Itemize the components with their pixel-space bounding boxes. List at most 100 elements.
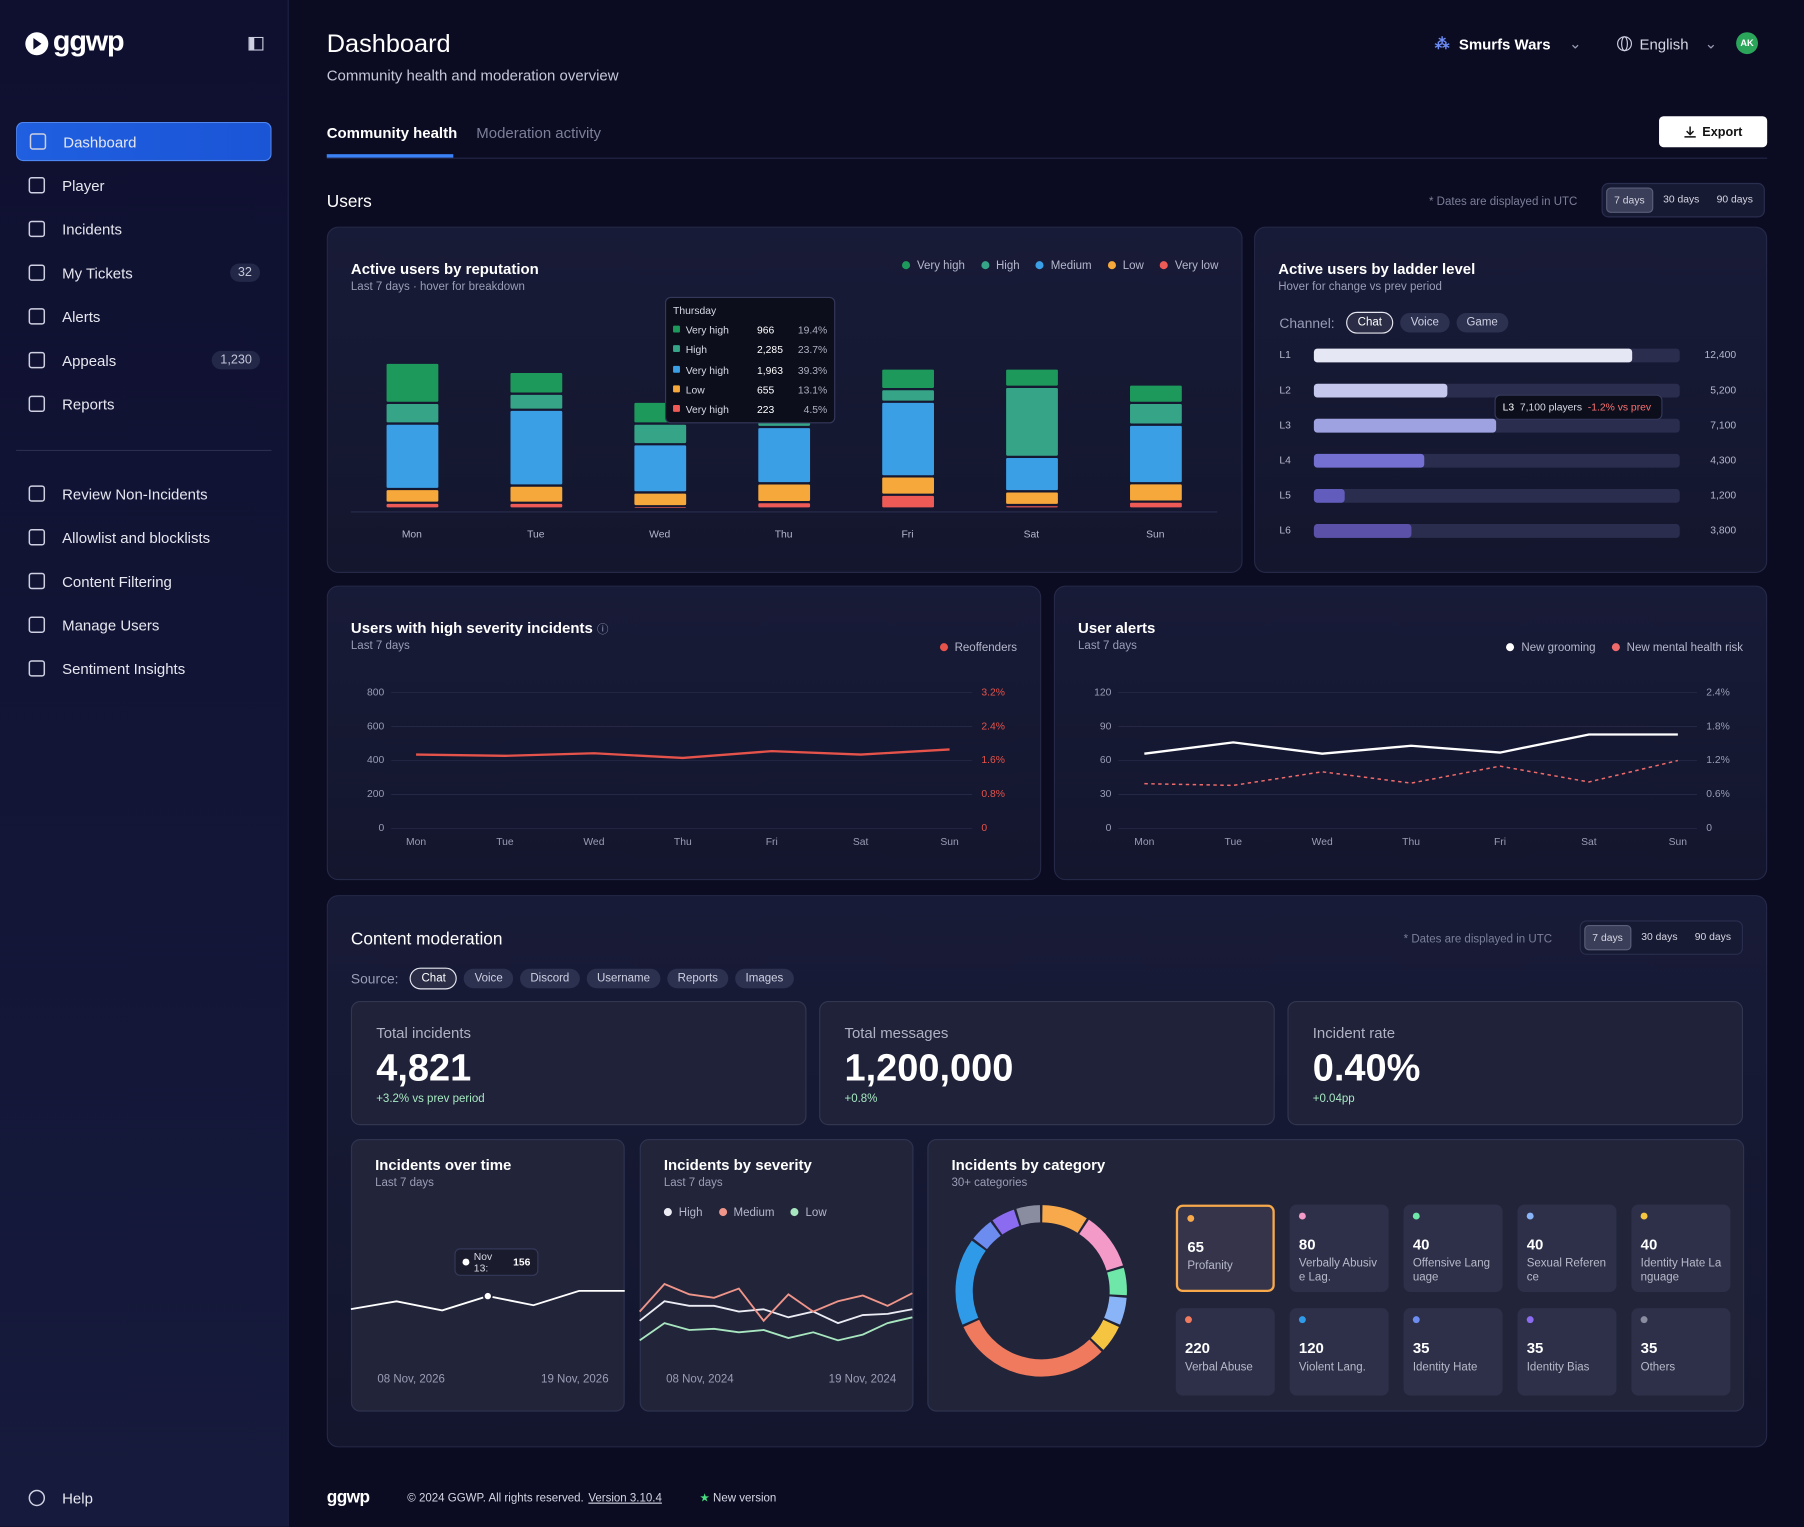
- icon-shape: [28, 616, 46, 633]
- category-tile[interactable]: 35 Identity Hate: [1403, 1308, 1503, 1396]
- by-severity-card: Incidents by severity Last 7 days High Me…: [639, 1139, 914, 1412]
- category-tile[interactable]: 65 Profanity: [1175, 1204, 1275, 1293]
- tile-name: Verbal Abuse: [1185, 1361, 1253, 1374]
- range-option[interactable]: 90 days: [1694, 930, 1732, 943]
- nav-label: Review Non-Incidents: [62, 484, 208, 503]
- nav-item[interactable]: Appeals 1,230: [16, 341, 271, 380]
- nav-item[interactable]: Content Filtering: [16, 561, 271, 600]
- tile-dot: [1185, 1316, 1192, 1324]
- chip[interactable]: Voice: [1400, 312, 1450, 333]
- icon-shape: [28, 308, 46, 325]
- legend-label: Medium: [1050, 260, 1092, 273]
- tab-divider: [326, 157, 1768, 159]
- card-title: Active users by ladder level: [1278, 260, 1476, 278]
- globe-icon: [1617, 36, 1632, 52]
- chip[interactable]: Game: [1456, 312, 1509, 333]
- category-tile[interactable]: 40 Offensive Language: [1403, 1204, 1503, 1293]
- tab[interactable]: Moderation activity: [476, 124, 602, 142]
- language-select[interactable]: English ⌄: [1616, 35, 1717, 53]
- chip[interactable]: Voice: [464, 968, 514, 989]
- nav-item[interactable]: Alerts: [16, 297, 271, 336]
- range-option[interactable]: 30 days: [1641, 930, 1678, 943]
- card-subtitle: 30+ categories: [951, 1176, 1028, 1190]
- chip[interactable]: Chat: [1346, 311, 1394, 334]
- tooltip-dot: [673, 385, 680, 393]
- card-subtitle: Last 7 days: [663, 1176, 723, 1190]
- new-version-label: New version: [713, 1492, 777, 1505]
- tile-name: Offensive Language: [1412, 1257, 1491, 1284]
- icon-shape: [28, 351, 46, 369]
- range-option[interactable]: 7 days: [1606, 187, 1653, 213]
- range-option[interactable]: 30 days: [1663, 193, 1700, 205]
- copyright: © 2024 GGWP. All rights reserved.: [407, 1492, 584, 1505]
- tooltip-share: 4.5%: [803, 404, 828, 416]
- tab-active[interactable]: Community health: [326, 124, 458, 142]
- kpi-change: +0.04pp: [1312, 1092, 1355, 1106]
- range-option[interactable]: 7 days: [1584, 925, 1631, 951]
- category-tile[interactable]: 220 Verbal Abuse: [1175, 1308, 1275, 1396]
- nav-item[interactable]: Incidents: [16, 209, 271, 248]
- workspace-select[interactable]: ⁂ Smurfs Wars ⌄: [1434, 34, 1582, 53]
- nav-item[interactable]: Reports: [16, 384, 271, 423]
- language: English: [1639, 35, 1689, 53]
- category-tile[interactable]: 120 Violent Lang.: [1289, 1308, 1389, 1396]
- card-title: User alerts: [1078, 618, 1156, 637]
- chip[interactable]: Images: [735, 968, 794, 989]
- legend-dot: [1506, 643, 1515, 652]
- ladder-card: Active users by ladder level Hover for c…: [1254, 226, 1768, 573]
- nav-item[interactable]: Review Non-Incidents: [16, 474, 271, 513]
- tooltip-share: 13.1%: [797, 384, 828, 396]
- card-subtitle: Last 7 days · hover for breakdown: [350, 280, 525, 294]
- legend-dot: [1107, 261, 1116, 270]
- icon-shape: [28, 177, 46, 194]
- nav-item[interactable]: My Tickets 32: [16, 253, 271, 292]
- collapse-button[interactable]: [248, 36, 264, 51]
- nav-label: Allowlist and blocklists: [62, 528, 211, 546]
- chip[interactable]: Discord: [519, 968, 580, 989]
- chip[interactable]: Chat: [409, 967, 458, 990]
- title-text: Users with high severity incidents: [350, 618, 593, 637]
- category-tile[interactable]: 80 Verbally Abusive Lag.: [1289, 1204, 1389, 1293]
- category-tile[interactable]: 40 Identity Hate Language: [1631, 1204, 1731, 1293]
- legend-label: Very low: [1174, 260, 1219, 273]
- category-tile[interactable]: 35 Identity Bias: [1517, 1308, 1617, 1396]
- tile-value: 80: [1298, 1235, 1316, 1253]
- nav-icon: [28, 351, 46, 369]
- category-tile[interactable]: 35 Others: [1631, 1308, 1731, 1396]
- new-version[interactable]: ★ New version: [699, 1492, 777, 1505]
- nav-item[interactable]: Sentiment Insights: [16, 649, 271, 688]
- tooltip-value: 223: [757, 404, 775, 416]
- tooltip-label: High: [685, 344, 708, 356]
- kpi-label: Total incidents: [376, 1023, 472, 1042]
- tooltip: Thursday Very high 966 19.4% High 2,285 23.7% V…: [664, 296, 836, 424]
- tooltip-value: 156: [513, 1256, 531, 1268]
- nav-icon: [28, 485, 46, 502]
- category-tile[interactable]: 40 Sexual Reference: [1517, 1204, 1617, 1293]
- avatar[interactable]: AK: [1736, 32, 1758, 55]
- nav-label: Player: [62, 176, 105, 194]
- kpi-change: +3.2% vs prev period: [376, 1092, 485, 1106]
- tile-name: Sexual Reference: [1526, 1257, 1607, 1284]
- nav-icon: [28, 616, 46, 633]
- nav-label: Alerts: [62, 307, 101, 326]
- legend: New grooming New mental health risk: [1506, 642, 1743, 655]
- legend-dot: [1035, 261, 1044, 270]
- nav-icon: [28, 308, 46, 325]
- tile-value: 40: [1526, 1235, 1544, 1253]
- legend-dot: [901, 261, 911, 270]
- tile-dot: [1412, 1212, 1420, 1220]
- range-option[interactable]: 90 days: [1716, 193, 1753, 205]
- tooltip-value: 1,963: [757, 364, 783, 376]
- channel-label: Channel:: [1279, 314, 1335, 331]
- nav-item[interactable]: Dashboard: [16, 121, 272, 162]
- version-link[interactable]: Version 3.10.4: [588, 1492, 662, 1505]
- nav-item[interactable]: Player: [16, 166, 271, 205]
- kpi-value: 4,821: [376, 1045, 472, 1089]
- help[interactable]: Help: [16, 1478, 269, 1517]
- nav-item[interactable]: Allowlist and blocklists: [16, 518, 271, 557]
- export-button[interactable]: Export: [1659, 116, 1768, 148]
- nav-item[interactable]: Manage Users: [16, 605, 271, 644]
- chip[interactable]: Username: [586, 968, 661, 989]
- card-subtitle: Last 7 days: [1078, 639, 1137, 653]
- chip[interactable]: Reports: [667, 968, 729, 989]
